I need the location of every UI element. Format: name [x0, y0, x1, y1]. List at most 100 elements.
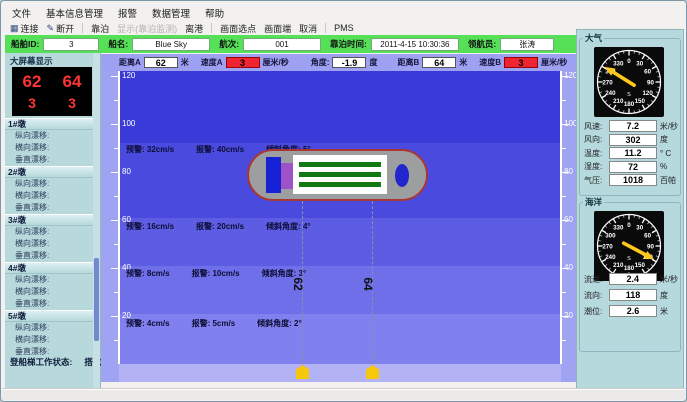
left-panel-title: 大屏幕显示 — [10, 56, 53, 66]
param-unit: 米 — [180, 58, 189, 67]
svg-text:S: S — [627, 92, 631, 98]
sensor-label: 流向: — [584, 290, 603, 300]
menu-item-0[interactable]: 文件 — [12, 9, 32, 20]
svg-text:180: 180 — [624, 265, 635, 272]
info-field-1: 船名: Blue Sky — [108, 37, 211, 51]
atmosphere-title: 大气 — [583, 33, 605, 43]
param-label: 角度: — [310, 58, 330, 67]
toolbar-item-3: 显示(靠泊监测) — [117, 22, 177, 35]
drift-label: 纵向漂移: — [15, 179, 50, 188]
toolbar-item-4[interactable]: 离港 — [185, 22, 203, 35]
sensor-row: 气压: 1018 百帕 — [584, 174, 678, 186]
info-field-label: 船名: — [108, 39, 129, 49]
param-0: 距离A 62 米 — [119, 57, 189, 68]
toolbar-item-8[interactable]: PMS — [334, 23, 354, 33]
info-field-input[interactable]: 001 — [243, 37, 322, 51]
sensor-value: 1018 — [609, 174, 657, 186]
axis-tick — [114, 100, 119, 101]
left-panel: 大屏幕显示 62 64 3 3 1#墩 纵向漂移: 横向漂移: 垂直漂移: 2#墩 纵向漂移: 横… — [5, 53, 101, 390]
param-label: 速度B — [479, 58, 502, 67]
distance-marker-label: 64 — [361, 277, 375, 291]
mooring-section-1-header[interactable]: 1#墩 — [5, 118, 94, 130]
menu-item-4[interactable]: 帮助 — [205, 9, 225, 20]
info-field-label: 航次: — [219, 39, 240, 49]
svg-text:30: 30 — [636, 225, 643, 232]
param-unit: 厘米/秒 — [262, 58, 289, 67]
ship-cabin — [281, 163, 296, 189]
alarm-threshold: 报警: 40cm/s — [196, 145, 245, 154]
alert-thresholds-row: 预警: 16cm/s 报警: 20cm/s 倾斜角度: 4° — [126, 221, 311, 232]
toolbar-item-1[interactable]: ✎ 断开 — [47, 22, 75, 35]
big-screen-display: 62 64 3 3 — [12, 67, 92, 116]
chart-band-4 — [119, 314, 561, 364]
deck-hatch — [299, 162, 381, 167]
scrollbar-thumb[interactable] — [94, 258, 99, 341]
info-field-input[interactable]: Blue Sky — [132, 37, 211, 51]
toolbar-item-0[interactable]: ▦ 连接 — [10, 22, 39, 35]
chart-band-3 — [119, 266, 561, 314]
alert-thresholds-row: 预警: 4cm/s 报警: 5cm/s 倾斜角度: 2° — [126, 318, 302, 329]
toolbar-item-label: 画面端 — [264, 23, 292, 34]
axis-tick-label-left: 60 — [122, 215, 131, 224]
mooring-section-2-header[interactable]: 2#墩 — [5, 166, 94, 178]
drift-label: 垂直漂移: — [15, 299, 50, 308]
menu-item-1[interactable]: 基本信息管理 — [46, 9, 104, 20]
toolbar-item-7[interactable]: 取消 — [299, 22, 317, 35]
left-panel-scrollbar[interactable] — [93, 53, 100, 390]
sensor-row: 温度: 11.2 ° C — [584, 147, 678, 159]
axis-tick-label-right: 100 — [564, 119, 576, 128]
ship-superstructure — [266, 157, 281, 193]
sensor-row: 流向: 118 度 — [584, 289, 678, 301]
svg-text:0: 0 — [627, 58, 631, 65]
toolbar-item-5[interactable]: 画面选点 — [220, 22, 256, 35]
alarm-threshold: 报警: 5cm/s — [191, 319, 236, 328]
berthing-plot[interactable]: 120 120 100 100 80 80 60 60 40 40 20 20 预警: 32cm/s 报警… — [101, 71, 576, 382]
mooring-section-4-header[interactable]: 4#墩 — [5, 262, 94, 274]
param-3: 距离B 64 米 — [397, 57, 467, 68]
current-direction-gauge: 0306090120150180210240270300330S — [594, 211, 664, 281]
gangway-status: 登船梯工作状态: 搭舷 — [10, 356, 101, 368]
chart-band-5 — [119, 364, 561, 382]
drift-label: 纵向漂移: — [15, 131, 50, 140]
warning-threshold: 预警: 16cm/s — [126, 222, 175, 231]
info-field-input[interactable]: 3 — [43, 37, 100, 51]
mooring-section-5-header[interactable]: 5#墩 — [5, 310, 94, 322]
svg-text:S: S — [627, 256, 631, 262]
drift-label: 纵向漂移: — [15, 275, 50, 284]
param-value-alarm: 3 — [504, 57, 539, 68]
sensor-value: 118 — [609, 289, 657, 301]
drift-label: 垂直漂移: — [15, 347, 50, 356]
param-value: 62 — [143, 57, 178, 68]
ocean-group: 海洋 0306090120150180210240270300330S 流速:2… — [579, 197, 681, 352]
mooring-section-3-header[interactable]: 3#墩 — [5, 214, 94, 226]
info-field-input[interactable]: 2011-4-15 10:30:36 — [370, 37, 459, 51]
right-axis — [560, 71, 562, 364]
toolbar-item-label: 显示(靠泊监测) — [117, 23, 178, 34]
axis-tick-label-right: 60 — [564, 216, 573, 224]
axis-tick — [561, 100, 566, 101]
axis-tick-label-left: 20 — [122, 311, 131, 320]
display-value: 3 — [28, 95, 36, 111]
right-panel: 大气 0306090120150180210240270300330S 风速:7… — [576, 29, 684, 390]
distance-marker — [366, 365, 379, 379]
atmosphere-group: 大气 0306090120150180210240270300330S 风速:7… — [579, 33, 681, 196]
info-field-3: 靠泊时间: 2011-4-15 10:30:36 — [330, 37, 459, 51]
warning-threshold: 预警: 4cm/s — [126, 319, 170, 328]
sensor-unit: ° C — [660, 148, 672, 158]
menu-item-2[interactable]: 报警 — [118, 9, 138, 20]
toolbar-item-label: 断开 — [56, 23, 75, 34]
mooring-sections: 1#墩 纵向漂移: 横向漂移: 垂直漂移: 2#墩 纵向漂移: 横向漂移: 垂直漂移: 3#墩纵… — [5, 118, 94, 358]
info-field-input[interactable]: 张涛 — [500, 37, 555, 51]
param-value: -1.9 — [332, 57, 367, 68]
sensor-row: 潮位: 2.6 米 — [584, 305, 678, 317]
sensor-value: 11.2 — [609, 147, 657, 159]
menu-item-3[interactable]: 数据管理 — [152, 9, 191, 20]
sensor-label: 流速: — [584, 274, 603, 284]
toolbar-item-6[interactable]: 画面端 — [264, 22, 291, 35]
toolbar-item-2[interactable]: 靠泊 — [91, 22, 109, 35]
drift-label: 纵向漂移: — [15, 323, 50, 332]
axis-tick — [114, 196, 119, 197]
tilt-angle: 倾斜角度: 3° — [261, 269, 307, 278]
svg-text:90: 90 — [647, 243, 654, 250]
drift-label: 横向漂移: — [15, 143, 50, 152]
